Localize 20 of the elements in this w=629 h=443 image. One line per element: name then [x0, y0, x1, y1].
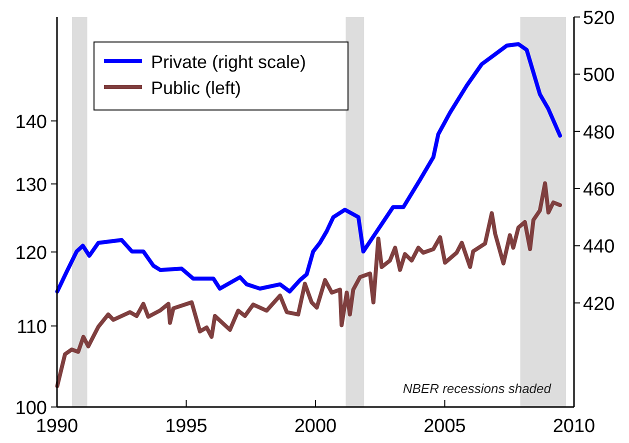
annotation: NBER recessions shaded: [402, 381, 552, 396]
x-tick-label: 2005: [424, 416, 466, 437]
y2-tick-label: 500: [583, 65, 615, 86]
y2-tick-label: 440: [583, 236, 615, 258]
x-tick-label: 2010: [552, 416, 596, 437]
line-series: [55, 42, 562, 294]
y-tick-label: 100: [15, 398, 47, 419]
y-tick-label: 140: [15, 112, 47, 133]
y-tick-label: 130: [15, 174, 47, 196]
y2-tick-label: 520: [583, 8, 615, 29]
x-tick-label: 1995: [165, 416, 208, 437]
y2-tick-label: 460: [583, 180, 615, 201]
y-tick-label: 120: [15, 242, 47, 264]
legend-label: Public (left): [151, 78, 242, 98]
y2-tick-label: 420: [583, 294, 615, 315]
y-tick-label: 110: [16, 316, 47, 338]
x-tick-label: 2000: [294, 416, 337, 437]
y2-tick-label: 480: [583, 122, 615, 144]
legend-label: Private (right scale): [151, 52, 306, 72]
x-tick-label: 1990: [36, 416, 78, 437]
